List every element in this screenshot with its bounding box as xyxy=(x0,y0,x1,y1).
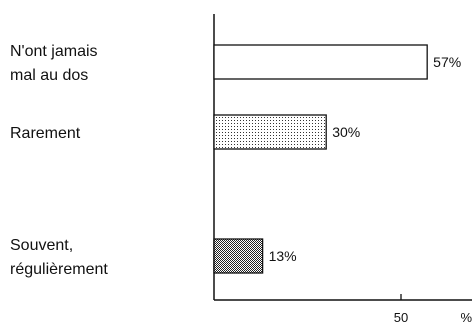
category-label-2-line-1: régulièrement xyxy=(10,261,108,278)
value-label-1: 30% xyxy=(332,124,360,140)
category-label-1-line-0: Rarement xyxy=(10,125,81,142)
bar-2 xyxy=(213,238,264,274)
bar-1 xyxy=(213,114,327,150)
value-label-0: 57% xyxy=(433,54,461,70)
category-label-0-line-0: N'ont jamais xyxy=(10,43,98,60)
category-label-2-line-0: Souvent, xyxy=(10,237,73,254)
value-label-2: 13% xyxy=(269,248,297,264)
category-label-0-line-1: mal au dos xyxy=(10,67,88,84)
x-tick-label-0: 50 xyxy=(394,310,408,325)
x-unit-label: % xyxy=(460,310,472,325)
bar-0 xyxy=(213,44,428,80)
